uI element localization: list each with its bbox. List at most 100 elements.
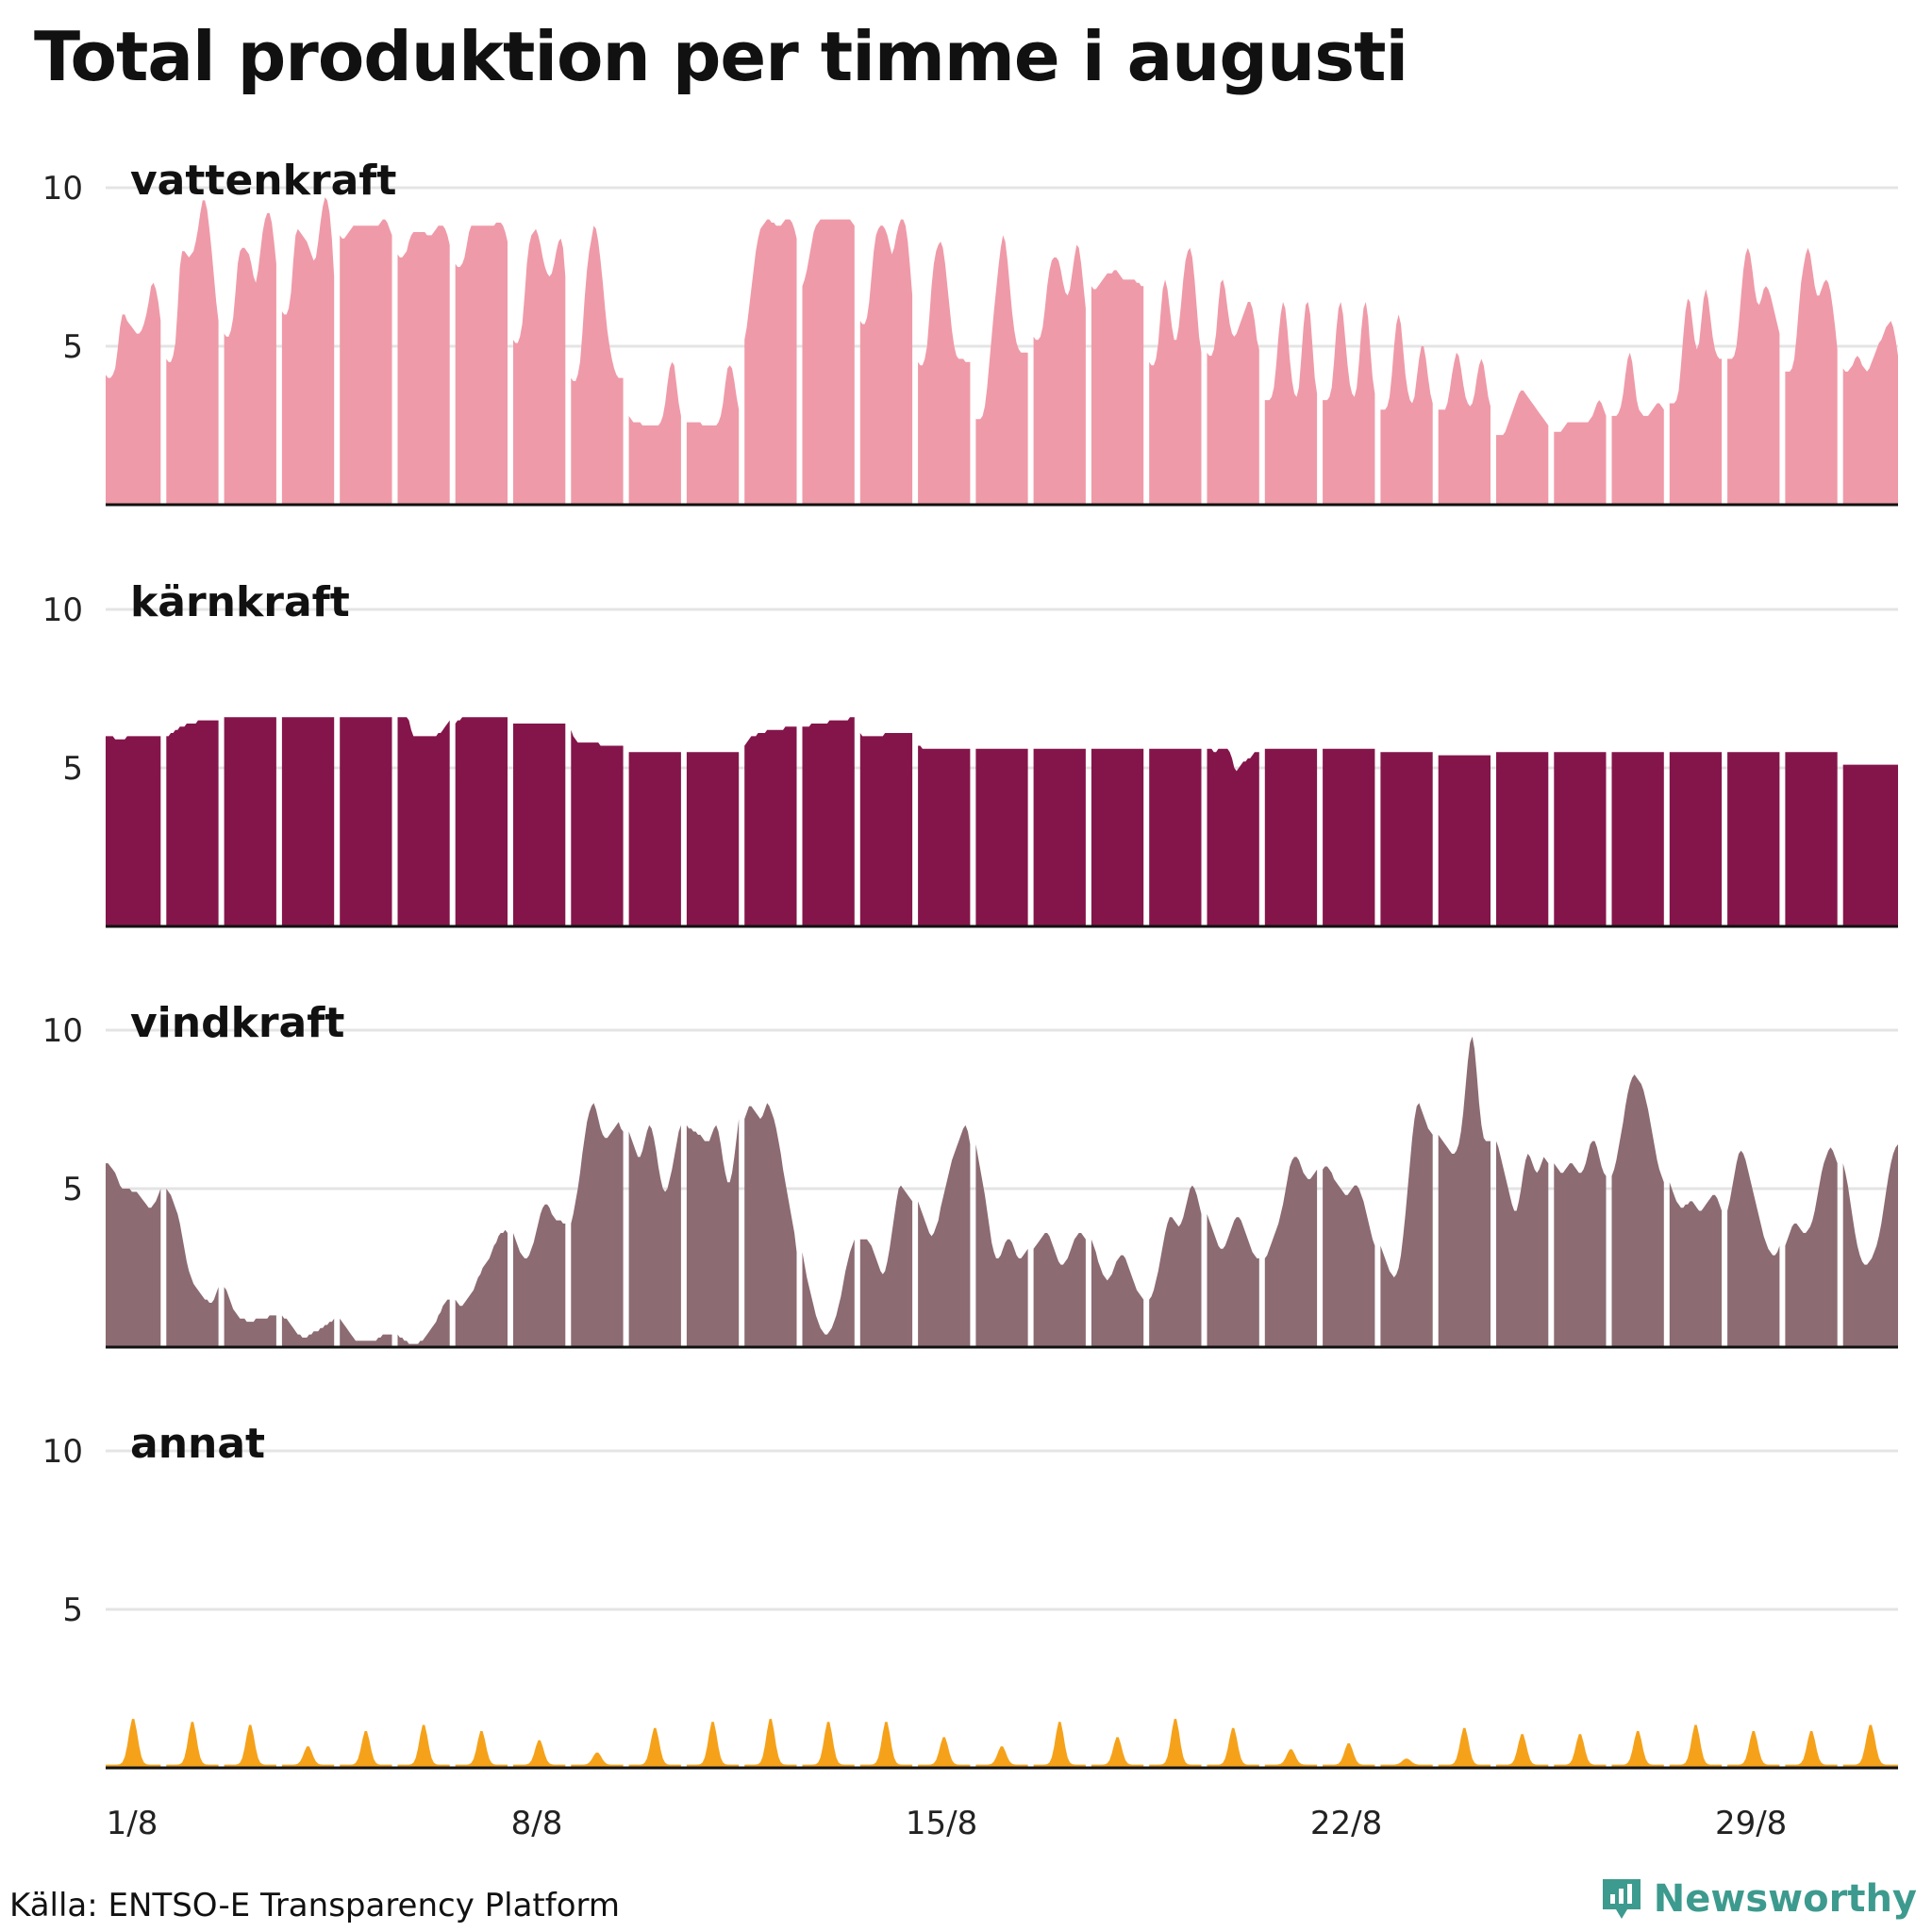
day-area-24 (1438, 1727, 1491, 1768)
day-area-27 (1611, 1074, 1664, 1347)
day-area-1 (106, 1719, 161, 1768)
logo-bar (1609, 1894, 1615, 1904)
day-area-31 (1842, 321, 1898, 505)
day-area-8 (513, 1740, 566, 1768)
day-area-30 (1785, 1731, 1838, 1768)
day-area-2 (166, 200, 219, 505)
day-area-2 (166, 1722, 219, 1768)
day-area-12 (744, 1103, 797, 1347)
day-area-21 (1264, 1749, 1318, 1768)
day-area-31 (1842, 1724, 1898, 1768)
day-area-10 (628, 361, 681, 505)
day-area-18 (1091, 270, 1144, 505)
day-area-6 (397, 1724, 450, 1768)
panel-3: 5 10 annat (42, 1420, 1898, 1770)
day-area-14 (859, 733, 913, 926)
day-area-7 (455, 1229, 508, 1347)
day-area-16 (975, 748, 1028, 926)
day-area-29 (1727, 1150, 1780, 1347)
day-area-7 (455, 1731, 508, 1768)
y-tick-label: 10 (42, 170, 83, 208)
day-area-30 (1785, 752, 1838, 926)
day-area-14 (859, 219, 913, 505)
day-area-11 (686, 365, 740, 505)
day-area-15 (918, 1124, 971, 1347)
brand-logo[interactable]: Newsworthy (1599, 1875, 1917, 1923)
day-area-9 (571, 1103, 624, 1347)
day-area-13 (802, 1722, 855, 1768)
day-area-3 (224, 1724, 276, 1768)
day-area-7 (455, 717, 508, 926)
day-area-26 (1554, 1141, 1607, 1347)
day-area-24 (1438, 1036, 1491, 1347)
x-tick-label: 15/8 (906, 1805, 977, 1842)
day-area-11 (686, 1119, 740, 1347)
y-tick-label: 10 (42, 1433, 83, 1471)
day-area-19 (1149, 1719, 1202, 1768)
day-area-30 (1785, 1147, 1838, 1347)
day-area-5 (340, 717, 392, 926)
day-area-18 (1091, 1737, 1144, 1768)
day-area-29 (1727, 1731, 1780, 1768)
day-area-18 (1091, 1239, 1144, 1347)
panel-1: 5 10 kärnkraft (42, 578, 1898, 928)
y-tick-label: 10 (42, 591, 83, 629)
logo-bar (1618, 1889, 1624, 1904)
day-area-23 (1380, 314, 1433, 505)
newsworthy-logo-icon (1602, 1879, 1641, 1919)
day-area-6 (397, 225, 450, 506)
day-area-21 (1264, 748, 1318, 926)
day-area-5 (340, 1731, 392, 1768)
day-area-27 (1611, 352, 1664, 505)
day-area-21 (1264, 302, 1318, 505)
day-area-8 (513, 228, 566, 505)
panel-2: 5 10 vindkraft (42, 999, 1898, 1349)
day-area-29 (1727, 247, 1780, 505)
day-area-10 (628, 1124, 681, 1347)
day-area-4 (281, 1746, 335, 1768)
day-area-1 (106, 1163, 161, 1347)
x-tick-label: 1/8 (107, 1805, 158, 1842)
day-area-15 (918, 242, 971, 505)
panel-title: annat (130, 1420, 265, 1468)
day-area-16 (975, 235, 1028, 505)
day-area-22 (1323, 748, 1375, 926)
day-area-12 (744, 726, 797, 926)
day-area-7 (455, 223, 508, 505)
day-area-14 (859, 1185, 913, 1347)
day-area-23 (1380, 1758, 1433, 1768)
day-area-8 (513, 1204, 566, 1347)
y-tick-label: 5 (62, 1591, 83, 1629)
day-area-17 (1033, 1722, 1086, 1768)
day-area-11 (686, 752, 740, 926)
day-area-20 (1207, 1727, 1259, 1768)
day-area-2 (166, 1189, 219, 1347)
day-area-21 (1264, 1157, 1318, 1347)
day-area-20 (1207, 1213, 1259, 1347)
day-area-4 (281, 1315, 335, 1347)
source-note: Källa: ENTSO-E Transparency Platform (9, 1887, 621, 1924)
day-area-20 (1207, 279, 1259, 505)
day-area-4 (281, 197, 335, 505)
day-area-24 (1438, 352, 1491, 505)
day-area-16 (975, 1746, 1028, 1768)
day-area-9 (571, 1752, 624, 1768)
day-area-5 (340, 1318, 392, 1347)
day-area-19 (1149, 1185, 1202, 1347)
day-area-17 (1033, 748, 1086, 926)
day-area-26 (1554, 400, 1607, 505)
y-tick-label: 10 (42, 1012, 83, 1050)
day-area-8 (513, 724, 566, 926)
x-tick-label: 29/8 (1715, 1805, 1787, 1842)
panel-0: 5 10 vattenkraft (42, 157, 1898, 507)
day-area-26 (1554, 1734, 1607, 1768)
y-tick-label: 5 (62, 750, 83, 788)
day-area-19 (1149, 748, 1202, 926)
day-area-31 (1842, 764, 1898, 926)
panel-title: kärnkraft (130, 578, 350, 626)
day-area-5 (340, 219, 392, 505)
day-area-25 (1496, 1141, 1549, 1347)
day-area-28 (1669, 1724, 1723, 1768)
day-area-31 (1842, 1144, 1898, 1347)
day-area-15 (918, 1737, 971, 1768)
